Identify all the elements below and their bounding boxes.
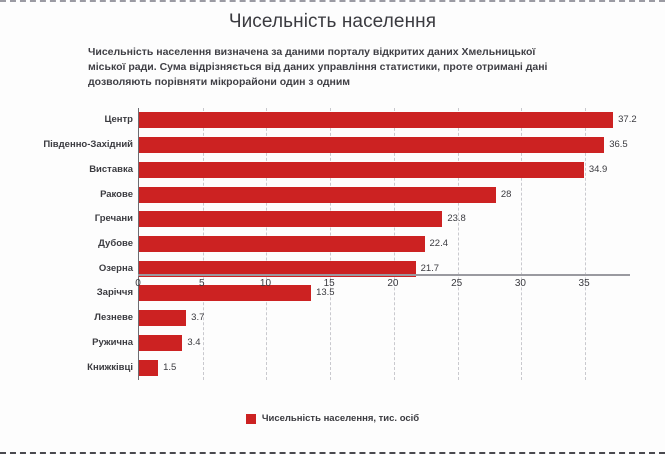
bar-row[interactable]: 3.7 [139, 310, 631, 327]
x-axis-tick-label: 10 [259, 278, 272, 289]
category-label: Гречани [94, 213, 133, 225]
category-axis-labels: Центр Південно-Західний Виставка Ракове Греч… [0, 108, 133, 380]
category-label: Книжківці [87, 361, 133, 373]
bar-row[interactable]: 37.2 [139, 112, 637, 129]
bar-value-label: 3.4 [187, 336, 201, 348]
bar[interactable] [139, 211, 443, 228]
bar-value-label: 21.7 [420, 262, 440, 274]
category-label: Центр [104, 114, 133, 126]
x-axis-tick-label: 25 [451, 278, 463, 289]
x-axis-tick-label: 15 [323, 278, 335, 289]
x-axis-tick-label: 20 [387, 278, 399, 289]
x-axis-tick-label: 35 [578, 278, 590, 289]
bar-row[interactable]: 28 [139, 186, 631, 203]
category-label: Ружична [92, 336, 133, 348]
bar-value-label: 23.8 [447, 213, 466, 225]
bars-container: 37.2 36.5 34.9 28 23.8 22.4 21.7 13.5 3.7 3.4 1.5 [138, 108, 637, 380]
bar-row[interactable]: 3.4 [139, 334, 631, 351]
bar-value-label: 1.5 [163, 361, 177, 373]
bar[interactable] [139, 334, 183, 351]
category-label: Заріччя [96, 287, 133, 299]
gridline [585, 108, 587, 380]
category-label: Ракове [100, 188, 133, 200]
gridline [457, 108, 459, 380]
legend-label: Чисельність населення, тис. осіб [261, 413, 420, 424]
bar-value-label: 34.9 [588, 163, 608, 175]
chart-legend: Чисельність населення, тис. осіб [0, 413, 665, 424]
chart-description: Чисельність населення визначена за даним… [88, 46, 548, 88]
category-label: Південно-Західний [43, 139, 133, 151]
category-label: Дубове [98, 238, 133, 249]
x-axis-ticks: 0 5 10 15 20 25 30 35 [135, 278, 630, 294]
bar-value-label: 22.4 [429, 238, 449, 249]
bar[interactable] [139, 186, 496, 203]
bar[interactable] [139, 359, 159, 376]
x-axis-tick-label: 30 [514, 278, 526, 289]
bar-value-label: 36.5 [609, 139, 628, 151]
page-title: Чисельність населення [228, 11, 437, 32]
bar[interactable] [139, 260, 416, 277]
x-axis-tick-label: 5 [198, 278, 205, 289]
category-label: Лезневе [94, 312, 133, 324]
bar-value-label: 13.5 [316, 287, 335, 299]
category-label: Озерна [98, 262, 133, 274]
chart-plot-area: Центр Південно-Західний Виставка Ракове Греч… [0, 108, 665, 398]
bar-row[interactable]: 23.8 [139, 211, 631, 228]
bar-row[interactable]: 36.5 [139, 137, 631, 154]
category-label: Виставка [89, 163, 133, 175]
bar-row[interactable]: 34.9 [139, 161, 631, 178]
legend-swatch-icon [245, 413, 256, 424]
bar-value-label: 28 [500, 188, 512, 200]
bar-row[interactable]: 22.4 [139, 236, 631, 252]
bar-row[interactable]: 1.5 [139, 359, 631, 376]
bar[interactable] [139, 236, 425, 252]
bar-value-label: 37.2 [618, 114, 637, 126]
bar[interactable] [139, 137, 605, 154]
bar-value-label: 3.7 [191, 312, 205, 324]
bar-row[interactable]: 21.7 [139, 260, 631, 277]
x-axis-tick-label: 0 [135, 278, 141, 289]
bar[interactable] [139, 112, 614, 129]
bar-row[interactable]: 13.5 [139, 285, 631, 302]
bar[interactable] [139, 285, 312, 302]
bar[interactable] [139, 161, 584, 178]
gridline [521, 108, 523, 380]
bar[interactable] [139, 310, 187, 327]
x-axis-line [138, 274, 630, 276]
